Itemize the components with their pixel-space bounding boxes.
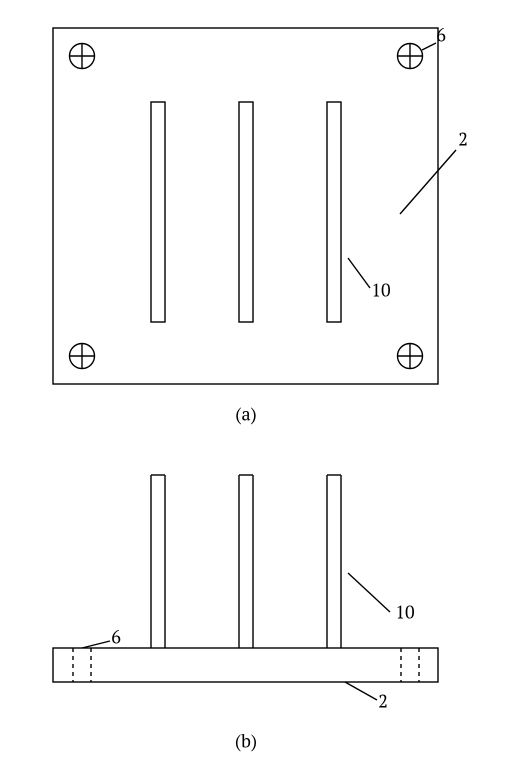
svg-text:10: 10 bbox=[395, 601, 414, 625]
svg-text:6: 6 bbox=[111, 626, 121, 650]
svg-text:10: 10 bbox=[371, 279, 390, 303]
svg-text:(a): (a) bbox=[235, 403, 256, 427]
svg-text:(b): (b) bbox=[235, 730, 257, 754]
svg-text:2: 2 bbox=[458, 128, 468, 152]
svg-text:6: 6 bbox=[436, 24, 446, 48]
svg-text:2: 2 bbox=[378, 690, 388, 714]
